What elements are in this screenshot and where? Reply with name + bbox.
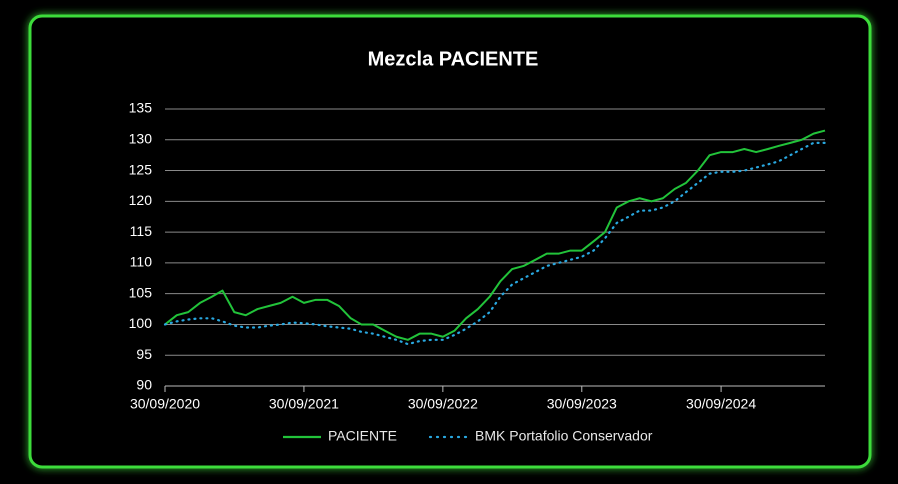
frame: [28, 14, 872, 469]
y-tick-label: 115: [130, 223, 153, 239]
y-tick-label: 90: [136, 377, 152, 393]
y-tick-label: 125: [129, 161, 153, 177]
y-tick-label: 120: [129, 192, 153, 208]
legend-label: PACIENTE: [328, 428, 397, 444]
x-tick-label: 30/09/2020: [130, 396, 200, 412]
y-tick-label: 135: [129, 100, 153, 116]
x-tick-label: 30/09/2022: [408, 396, 478, 412]
series-line: [163, 141, 827, 346]
legend-label: BMK Portafolio Conservador: [475, 428, 653, 444]
y-tick-label: 110: [130, 254, 153, 270]
y-tick-label: 95: [136, 346, 152, 362]
chart-title: Mezcla PACIENTE: [368, 48, 539, 70]
y-tick-label: 130: [129, 130, 153, 146]
x-tick-label: 30/09/2024: [686, 396, 756, 412]
series-line: [164, 129, 826, 341]
y-tick-label: 100: [129, 315, 153, 331]
x-tick-label: 30/09/2021: [269, 396, 339, 412]
y-tick-label: 105: [129, 284, 153, 300]
x-tick-label: 30/09/2023: [547, 396, 617, 412]
